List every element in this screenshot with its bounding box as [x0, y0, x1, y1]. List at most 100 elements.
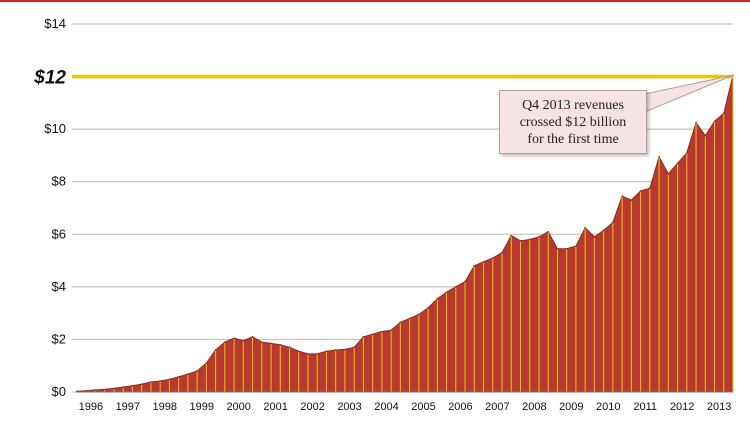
data-point-1997-Q1: [113, 387, 115, 390]
data-point-2001-Q1: [260, 341, 263, 343]
x-tick-label-2011: 2011: [633, 401, 657, 413]
data-point-2011-Q4: [658, 155, 660, 158]
data-point-2005-Q4: [436, 297, 439, 300]
data-point-1998-Q3: [168, 378, 171, 381]
data-point-2006-Q4: [473, 265, 476, 267]
data-point-2011-Q2: [639, 190, 642, 192]
data-point-2002-Q1: [297, 350, 300, 353]
x-tick-label-2008: 2008: [522, 401, 546, 413]
x-tick-label-2004: 2004: [374, 401, 398, 413]
data-point-2001-Q2: [270, 342, 272, 345]
data-point-1999-Q1: [187, 373, 189, 375]
data-point-2009-Q4: [584, 226, 586, 229]
y-tick-label-2: $2: [52, 331, 66, 346]
data-point-2004-Q3: [390, 329, 392, 332]
data-point-2001-Q4: [288, 346, 291, 349]
x-tick-label-1998: 1998: [153, 401, 177, 413]
x-tick-label-2003: 2003: [337, 401, 361, 413]
x-tick-label-2009: 2009: [559, 401, 583, 413]
callout-line-2: crossed $12 billion: [519, 115, 627, 130]
x-tick-label-2013: 2013: [707, 401, 731, 413]
y-tick-label-10: $10: [44, 121, 66, 136]
x-tick-label-2006: 2006: [448, 401, 472, 413]
data-point-1999-Q4: [214, 349, 217, 351]
data-point-1999-Q2: [196, 370, 198, 372]
data-point-2008-Q2: [528, 238, 531, 241]
data-point-2008-Q4: [547, 230, 550, 233]
data-point-2000-Q2: [233, 337, 235, 339]
data-point-2002-Q3: [316, 353, 319, 355]
data-point-2000-Q3: [242, 339, 245, 342]
data-point-2004-Q4: [399, 321, 402, 324]
data-point-1996-Q2: [85, 389, 88, 392]
y-tick-label-8: $8: [52, 174, 66, 189]
x-tick-label-2005: 2005: [411, 401, 435, 413]
data-point-2003-Q1: [334, 349, 337, 351]
data-point-1996-Q4: [103, 388, 106, 391]
data-point-1998-Q1: [150, 381, 152, 383]
data-point-2005-Q1: [408, 317, 411, 320]
data-point-2012-Q1: [667, 173, 670, 175]
data-point-2006-Q3: [464, 280, 466, 283]
data-point-2009-Q3: [575, 245, 577, 247]
data-point-2006-Q2: [455, 286, 457, 288]
x-tick-label-1997: 1997: [116, 401, 140, 413]
x-tick-label-2000: 2000: [226, 401, 250, 413]
data-point-2002-Q2: [307, 353, 309, 355]
data-point-1998-Q4: [177, 375, 180, 378]
x-tick-label-1999: 1999: [189, 401, 213, 413]
data-point-2011-Q3: [649, 187, 651, 190]
x-tick-label-2010: 2010: [596, 401, 620, 413]
data-point-2003-Q3: [353, 346, 355, 349]
y-tick-label-12: $12: [33, 68, 66, 89]
data-point-2008-Q3: [538, 236, 540, 238]
data-point-2003-Q4: [362, 336, 365, 338]
x-tick-label-2012: 2012: [670, 401, 694, 413]
callout-line-3: for the first time: [527, 132, 619, 147]
data-point-2012-Q3: [686, 152, 688, 154]
data-point-1997-Q2: [122, 386, 124, 388]
y-tick-label-4: $4: [52, 279, 66, 294]
callout-pointer: [639, 74, 734, 113]
x-tick-label-2001: 2001: [263, 401, 287, 413]
top-rule: [0, 0, 750, 2]
data-point-2005-Q3: [427, 307, 429, 309]
data-point-2008-Q1: [519, 240, 522, 242]
data-point-2010-Q3: [612, 221, 614, 224]
data-point-2013-Q1: [704, 134, 707, 137]
data-point-2010-Q4: [621, 195, 623, 197]
data-point-2010-Q1: [593, 236, 596, 238]
data-point-2009-Q2: [565, 247, 568, 250]
data-point-1997-Q3: [131, 384, 134, 387]
data-point-2000-Q4: [251, 336, 254, 338]
data-point-2005-Q2: [418, 313, 420, 316]
data-point-1998-Q2: [159, 380, 161, 382]
data-point-2002-Q4: [325, 350, 328, 353]
data-point-2007-Q4: [510, 234, 513, 237]
callout-line-1: Q4 2013 revenues: [522, 98, 624, 113]
data-point-1996-Q3: [94, 389, 97, 391]
data-point-2003-Q2: [344, 348, 346, 351]
data-point-2006-Q1: [445, 291, 448, 293]
x-tick-label-1996: 1996: [79, 401, 103, 413]
data-point-2007-Q3: [501, 251, 503, 254]
data-point-2012-Q4: [695, 121, 697, 124]
data-point-2007-Q1: [482, 261, 485, 263]
data-point-2009-Q1: [556, 247, 559, 250]
y-tick-label-0: $0: [52, 384, 66, 399]
data-point-2001-Q3: [279, 343, 282, 346]
data-point-2004-Q2: [381, 330, 383, 333]
x-tick-label-2002: 2002: [300, 401, 324, 413]
data-point-2013-Q2: [713, 120, 716, 123]
y-tick-label-6: $6: [52, 226, 66, 241]
data-point-2000-Q1: [224, 341, 226, 343]
data-point-2007-Q2: [491, 257, 494, 259]
data-point-1997-Q4: [140, 383, 143, 385]
data-point-2004-Q1: [371, 333, 374, 335]
data-point-1999-Q3: [205, 362, 208, 364]
data-point-2011-Q1: [630, 199, 633, 201]
x-tick-label-2007: 2007: [485, 401, 509, 413]
data-point-2013-Q3: [722, 112, 725, 115]
